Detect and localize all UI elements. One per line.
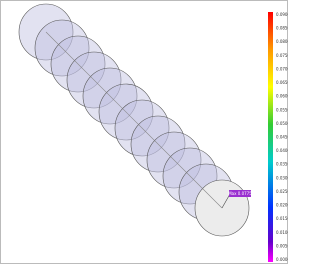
legend-label: 0.0000 xyxy=(276,257,288,262)
probe-label: Max 0.0775 xyxy=(228,191,252,196)
color-bar xyxy=(268,12,273,262)
